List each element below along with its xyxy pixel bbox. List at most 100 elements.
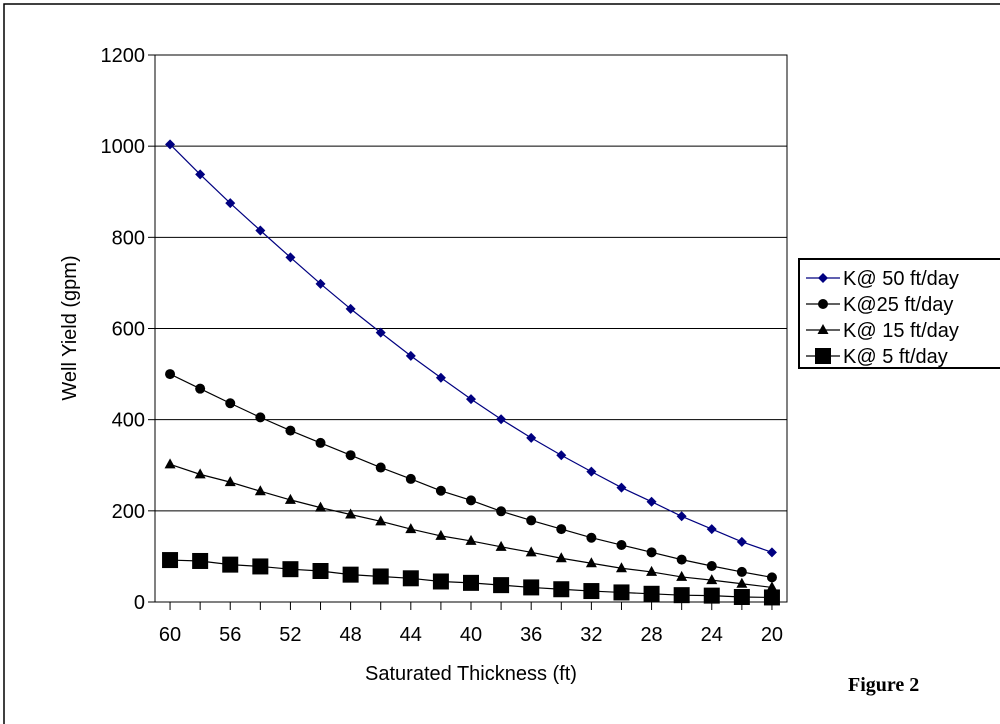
legend-items: K@ 50 ft/day K@25 ft/day K@ 15 ft/day K@ 5 …: [806, 268, 959, 368]
data-point: [225, 398, 236, 409]
data-point: [432, 573, 449, 590]
data-point: [375, 462, 386, 473]
data-point: [225, 198, 236, 209]
x-tick-label: 48: [339, 624, 361, 646]
data-point: [282, 561, 299, 578]
legend-marker: [818, 299, 828, 309]
data-point: [405, 523, 417, 534]
data-point: [375, 515, 387, 526]
legend-label: K@ 15 ft/day: [843, 320, 959, 342]
data-point: [435, 529, 447, 540]
data-point: [466, 394, 476, 405]
data-point: [435, 372, 446, 383]
data-point: [345, 508, 357, 519]
legend: K@ 50 ft/day K@25 ft/day K@ 15 ft/day K@ 5 …: [798, 258, 1000, 369]
legend-item: K@ 15 ft/day: [806, 320, 959, 342]
x-tick-label: 60: [159, 624, 181, 646]
data-point: [555, 552, 567, 563]
y-tick-label: 0: [134, 592, 145, 614]
series-circle: [165, 369, 777, 583]
legend-item: K@ 50 ft/day: [806, 268, 959, 290]
data-point: [254, 485, 266, 496]
gridlines: [155, 145, 787, 512]
figure-label: Figure 2: [848, 674, 919, 696]
y-tick-label: 600: [112, 319, 145, 341]
data-point: [583, 583, 600, 600]
data-point: [255, 225, 266, 236]
data-point: [616, 482, 627, 493]
series-group: [162, 139, 780, 606]
data-point: [706, 574, 718, 585]
data-point: [736, 566, 747, 577]
data-point: [526, 432, 537, 443]
data-point: [703, 587, 720, 604]
x-tick-label: 40: [460, 624, 482, 646]
data-point: [766, 581, 778, 592]
data-point: [402, 570, 419, 587]
series-diamond: [165, 139, 777, 558]
data-point: [315, 278, 326, 289]
data-point: [405, 473, 416, 484]
data-point: [736, 577, 748, 588]
data-point: [342, 566, 359, 583]
data-point: [255, 412, 266, 423]
legend-label: K@25 ft/day: [843, 294, 953, 316]
y-tick-label: 1200: [101, 45, 146, 67]
data-point: [586, 466, 597, 477]
data-point: [224, 476, 236, 487]
y-tick-label: 400: [112, 410, 145, 432]
data-point: [285, 252, 296, 263]
legend-box: [798, 258, 1000, 369]
data-point: [676, 554, 687, 565]
data-point: [766, 572, 777, 583]
data-point: [194, 468, 206, 479]
legend-item: K@ 5 ft/day: [806, 346, 948, 368]
data-point: [165, 369, 176, 380]
data-point: [284, 493, 296, 504]
data-point: [345, 303, 356, 314]
data-point: [496, 506, 507, 517]
data-point: [676, 511, 687, 522]
data-point: [736, 536, 747, 547]
series-triangle: [164, 458, 778, 592]
data-point: [525, 546, 537, 557]
legend-label: K@ 5 ft/day: [843, 346, 948, 368]
data-point: [315, 501, 327, 512]
data-point: [643, 585, 660, 602]
data-point: [706, 560, 717, 571]
y-axis-label: Well Yield (gpm): [59, 255, 81, 400]
data-point: [646, 496, 657, 507]
data-point: [315, 437, 326, 448]
y-tick-label: 200: [112, 501, 145, 523]
data-point: [435, 485, 446, 496]
data-point: [495, 540, 507, 551]
legend-marker: [815, 348, 831, 364]
data-point: [676, 570, 688, 581]
x-axis-label: Saturated Thickness (ft): [365, 663, 577, 685]
data-point: [615, 562, 627, 573]
x-tick-label: 20: [761, 624, 783, 646]
data-point: [165, 139, 176, 150]
data-point: [523, 579, 540, 596]
x-tick-label: 32: [580, 624, 602, 646]
data-point: [706, 524, 717, 535]
data-point: [345, 450, 356, 461]
data-point: [312, 563, 329, 580]
legend-label: K@ 50 ft/day: [843, 268, 959, 290]
data-point: [496, 414, 507, 425]
y-tick-label: 1000: [101, 136, 146, 158]
data-point: [526, 515, 537, 526]
data-point: [222, 556, 239, 573]
data-point: [556, 450, 567, 461]
data-point: [192, 552, 209, 569]
series-square: [162, 552, 780, 606]
data-point: [556, 524, 567, 535]
data-point: [586, 532, 597, 543]
data-point: [733, 588, 750, 605]
x-tick-label: 36: [520, 624, 542, 646]
data-point: [164, 458, 176, 469]
data-point: [766, 547, 777, 558]
y-tick-label: 800: [112, 227, 145, 249]
data-point: [585, 557, 597, 568]
data-point: [466, 495, 476, 506]
